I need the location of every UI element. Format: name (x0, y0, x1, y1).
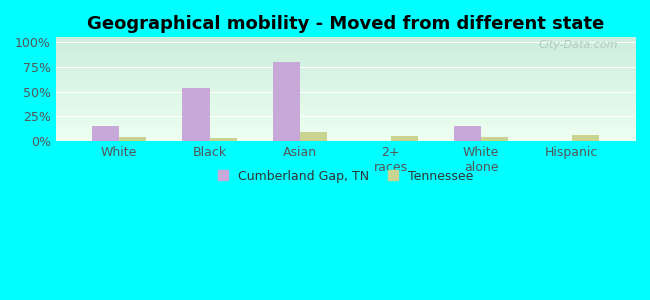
Legend: Cumberland Gap, TN, Tennessee: Cumberland Gap, TN, Tennessee (211, 164, 479, 189)
Bar (571, 135, 599, 141)
Title: Geographical mobility - Moved from different state: Geographical mobility - Moved from diffe… (86, 15, 604, 33)
Bar (119, 137, 146, 141)
Bar (92, 126, 119, 141)
Bar (209, 138, 237, 141)
Text: City-Data.com: City-Data.com (538, 40, 617, 50)
Bar (481, 137, 508, 141)
Bar (454, 126, 481, 141)
Bar (391, 136, 418, 141)
Bar (183, 88, 209, 141)
Bar (273, 62, 300, 141)
Bar (300, 132, 327, 141)
